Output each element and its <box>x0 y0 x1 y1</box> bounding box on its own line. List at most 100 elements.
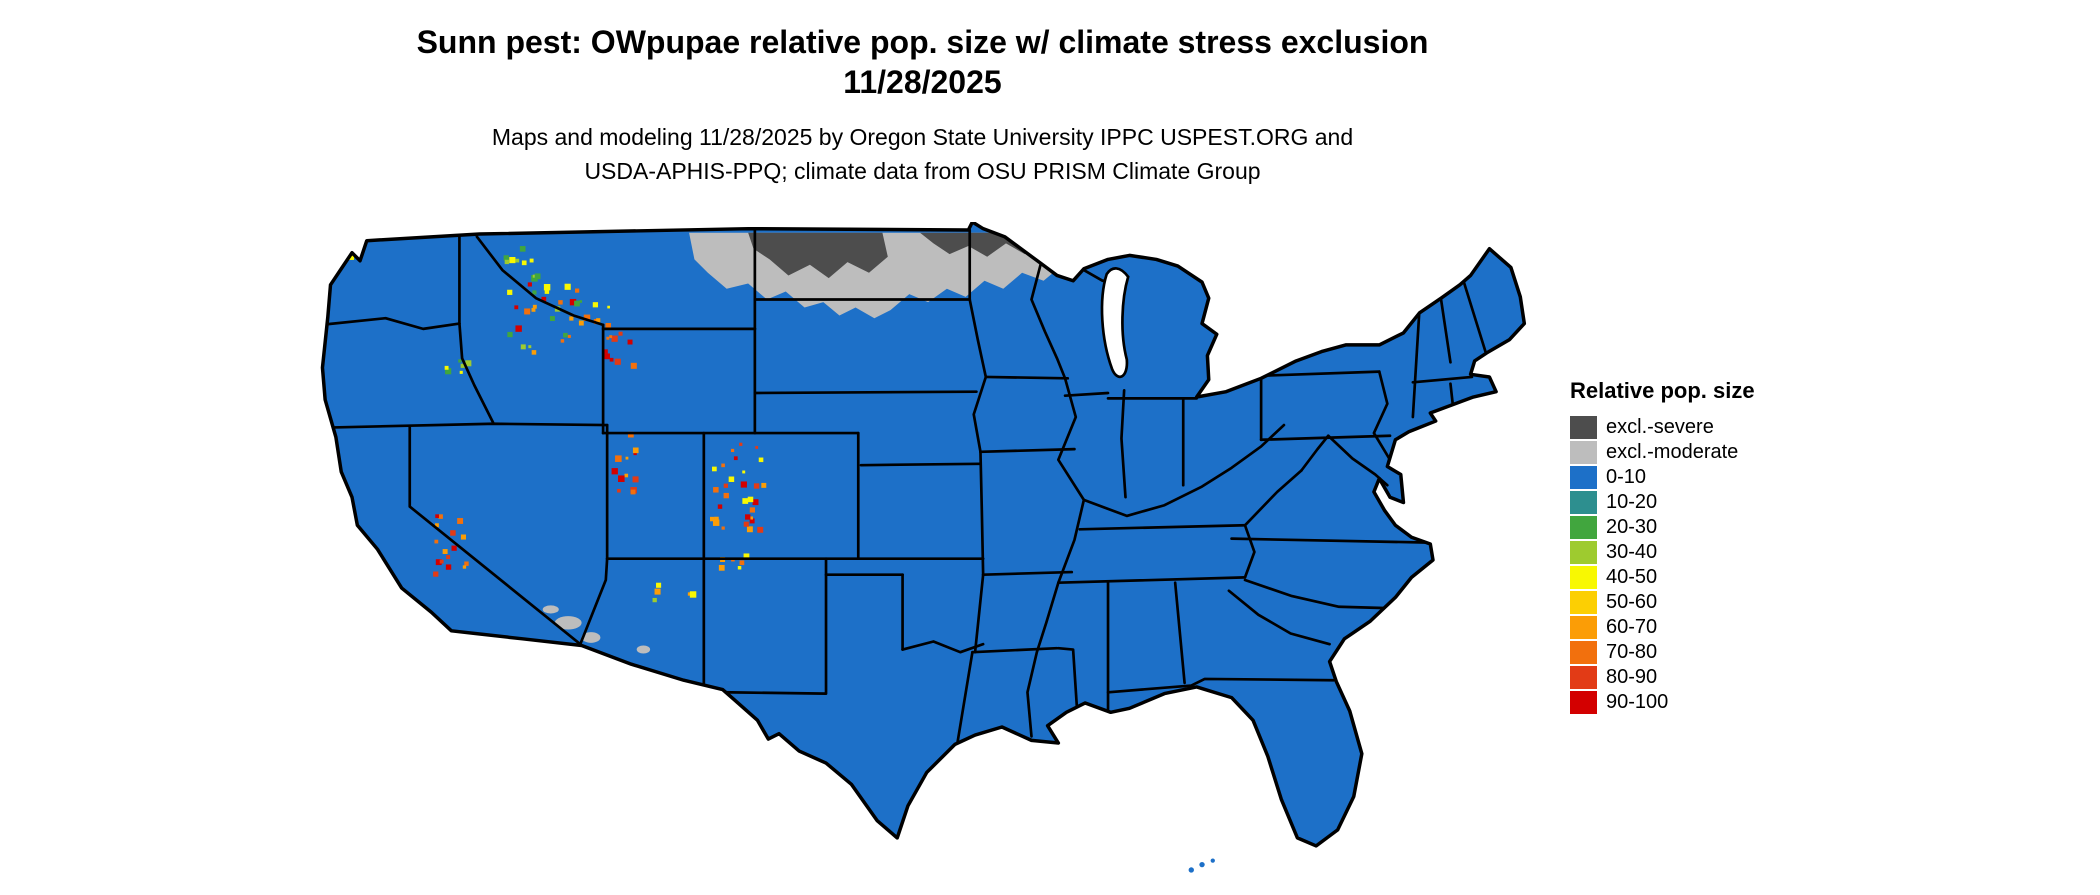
state-border-line <box>1227 589 1331 646</box>
legend-label: 90-100 <box>1606 691 1669 713</box>
map-header: Sunn pest: OWpupae relative pop. size w/… <box>0 22 1845 188</box>
map-credits: Maps and modeling 11/28/2025 by Oregon S… <box>0 120 1845 188</box>
state-border-line <box>1262 370 1381 377</box>
legend-item: excl.-severe <box>1570 415 1755 440</box>
hotspot-speck <box>656 582 662 588</box>
hotspot-speck <box>740 481 747 488</box>
hotspot-speck <box>742 470 746 474</box>
hotspot-speck <box>531 275 538 282</box>
legend-title: Relative pop. size <box>1570 378 1755 403</box>
legend-label: excl.-severe <box>1606 416 1714 438</box>
state-border-line <box>1243 523 1256 579</box>
hotspot-speck <box>543 283 551 291</box>
hotspot-speck <box>549 316 555 321</box>
exclusion-severe-region <box>748 232 888 279</box>
hotspot-speck <box>519 246 526 252</box>
hotspot-speck <box>433 571 439 577</box>
hotspot-speck <box>746 526 753 533</box>
hotspot-speck <box>504 259 509 265</box>
state-border-line <box>901 640 985 654</box>
state-border-line <box>1120 389 1127 499</box>
hotspot-speck <box>749 516 753 520</box>
legend-label: 20-30 <box>1606 516 1658 538</box>
legend-item: 0-10 <box>1570 465 1755 490</box>
hotspot-speck <box>712 519 720 526</box>
hotspot-speck <box>689 591 697 598</box>
hotspot-speck <box>457 518 464 524</box>
florida-keys <box>1188 858 1215 873</box>
state-border-line <box>475 235 605 327</box>
hotspot-speck <box>563 332 568 338</box>
hotspot-speck <box>743 521 749 527</box>
state-border-line <box>1030 262 1067 380</box>
state-border-line <box>1230 537 1432 544</box>
hotspot-speck <box>609 335 613 339</box>
hotspot-speck <box>532 290 537 295</box>
hotspot-speck <box>529 258 534 263</box>
hotspot-speck <box>710 516 715 522</box>
state-border-line <box>1082 423 1286 518</box>
us-map-svg <box>320 220 1527 873</box>
hotspot-speck <box>503 255 509 261</box>
hotspot-speck <box>465 360 472 367</box>
legend-items: excl.-severe excl.-moderate 0-10 10-20 20-30… <box>1570 415 1755 715</box>
hotspot-speck <box>712 466 717 472</box>
hotspot-speck <box>458 359 462 363</box>
hotspot-speck <box>605 323 612 329</box>
legend-label: 80-90 <box>1606 666 1658 688</box>
state-border-line <box>722 557 828 695</box>
hotspot-speck <box>749 507 755 513</box>
hotspot-speck <box>730 448 735 453</box>
hotspot-speck <box>450 530 456 536</box>
legend-swatch <box>1570 641 1597 664</box>
state-borders <box>322 228 1489 744</box>
high-population-hotspots <box>344 245 767 603</box>
hotspot-speck <box>721 463 725 468</box>
hotspot-speck <box>630 489 636 495</box>
state-border-line <box>1078 523 1247 531</box>
legend-swatch <box>1570 591 1597 614</box>
us-outline <box>320 220 1527 848</box>
state-border-line <box>1411 306 1421 419</box>
hotspot-speck <box>569 298 577 306</box>
hotspot-speck <box>611 468 618 475</box>
legend-label: 70-80 <box>1606 641 1658 663</box>
state-border-line <box>1462 280 1489 357</box>
hotspot-speck <box>630 362 637 369</box>
state-border-line <box>979 450 985 577</box>
hotspot-speck <box>459 370 463 374</box>
hotspot-speck <box>531 307 536 312</box>
hotspot-speck <box>569 316 574 321</box>
legend-label: 30-40 <box>1606 541 1658 563</box>
hotspot-speck <box>721 526 725 530</box>
hotspot-speck <box>652 597 657 603</box>
state-border-line <box>322 422 609 430</box>
exclusion-moderate-spots <box>542 605 651 654</box>
hotspot-speck <box>528 345 532 349</box>
hotspot-speck <box>524 308 531 315</box>
state-border-line <box>753 390 978 395</box>
hotspot-speck <box>520 344 526 350</box>
us-landmass <box>322 222 1525 846</box>
legend-item: 30-40 <box>1570 540 1755 565</box>
hotspot-speck <box>611 335 618 342</box>
hotspot-speck <box>460 534 467 540</box>
hotspot-speck <box>654 588 661 595</box>
hotspot-speck <box>632 476 639 483</box>
hotspot-speck <box>713 487 719 493</box>
hotspot-speck <box>564 283 571 290</box>
state-border-line <box>956 650 974 744</box>
hotspot-speck <box>627 339 633 345</box>
state-border-line <box>859 462 982 467</box>
hotspot-speck <box>717 504 723 509</box>
hotspot-speck <box>624 473 629 478</box>
hotspot-speck <box>603 349 608 354</box>
hotspot-speck <box>604 353 610 360</box>
state-border-line <box>1372 370 1392 462</box>
hotspot-speck <box>757 526 764 533</box>
hotspot-speck <box>723 492 729 499</box>
hotspot-speck <box>723 483 728 488</box>
legend-swatch <box>1570 491 1597 514</box>
lake-michigan <box>1100 267 1130 379</box>
hotspot-speck <box>451 545 457 551</box>
